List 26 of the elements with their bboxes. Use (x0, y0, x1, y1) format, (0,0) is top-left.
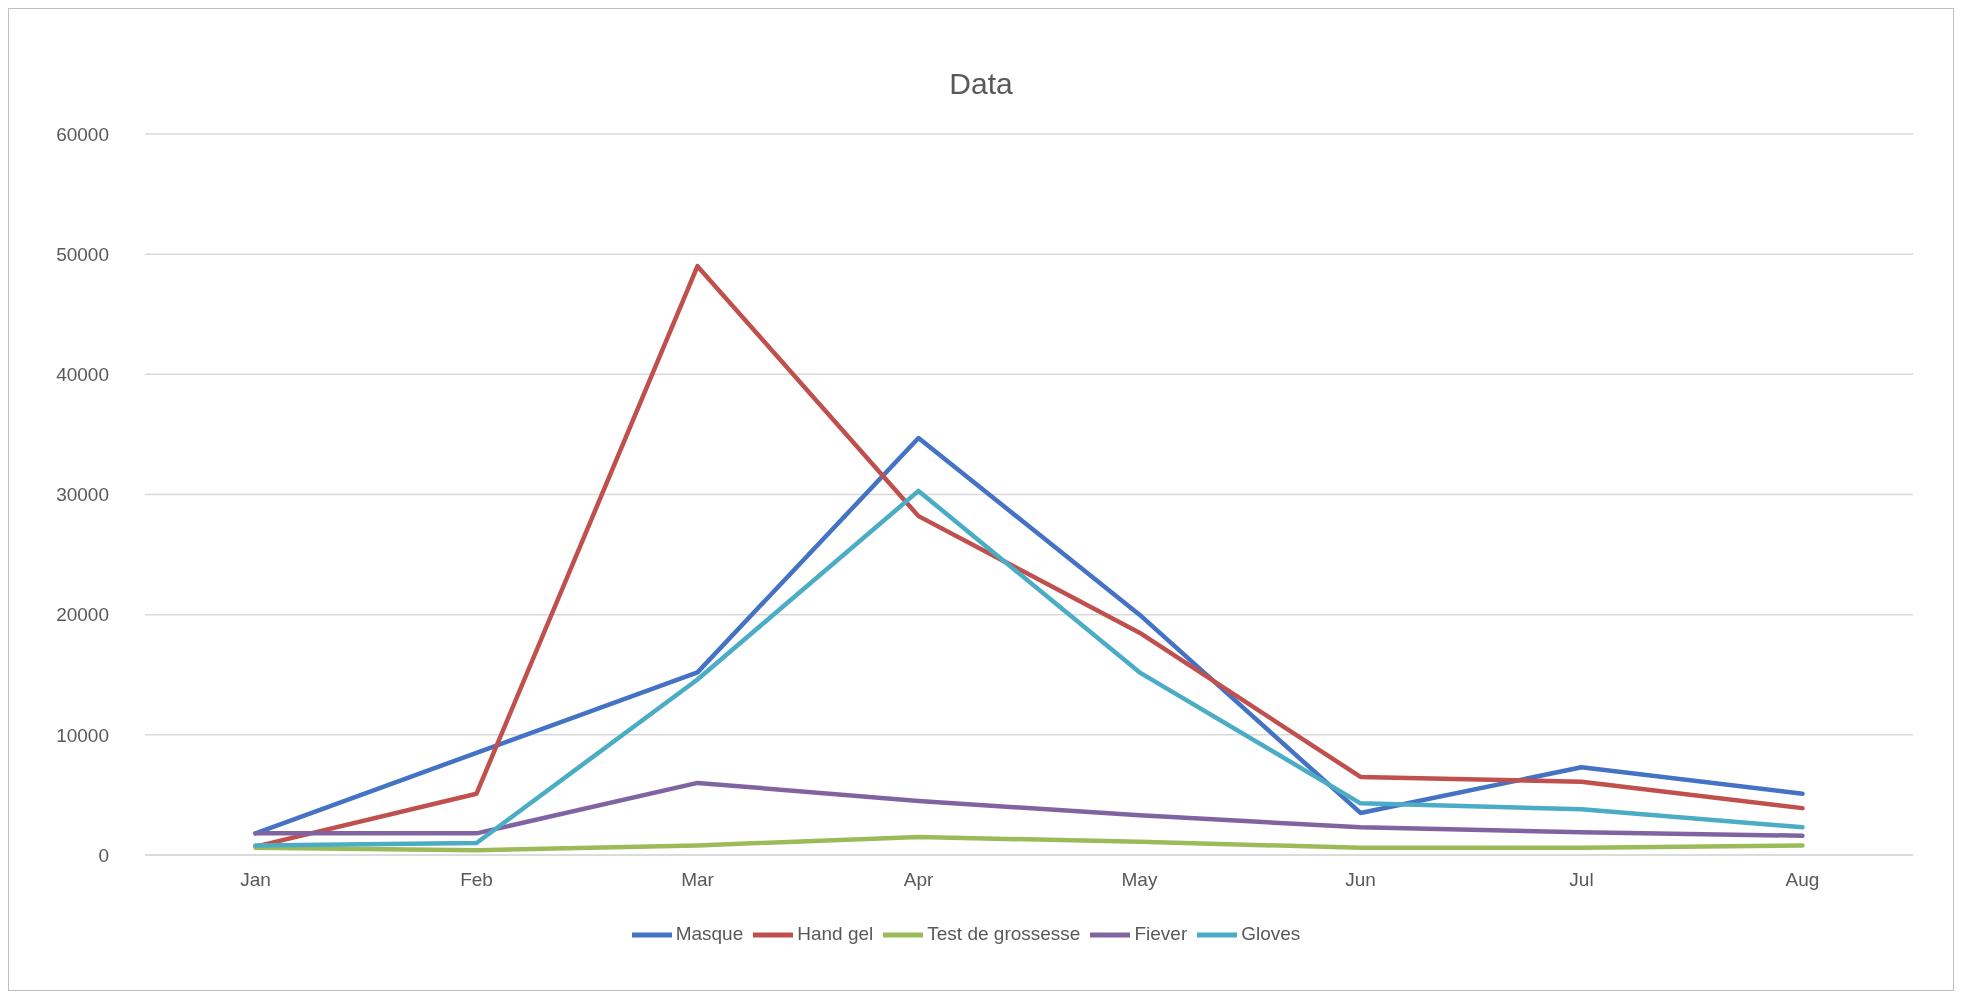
legend-label: Gloves (1241, 923, 1301, 945)
y-tick-label: 10000 (56, 724, 109, 746)
y-tick-label: 60000 (56, 123, 109, 145)
x-tick-label: Jul (1569, 869, 1594, 891)
y-tick-label: 50000 (56, 243, 109, 265)
legend-label: Masque (675, 923, 744, 945)
line-series (253, 834, 1805, 853)
y-tick-label: 0 (98, 844, 109, 866)
line-series (253, 780, 1805, 839)
legend-label: Fiever (1134, 923, 1188, 945)
chart-title: Data (948, 67, 1014, 101)
line-series (253, 263, 1805, 849)
line-series (253, 488, 1805, 848)
x-tick-label: Feb (460, 869, 493, 891)
y-tick-label: 30000 (56, 484, 109, 506)
y-tick-label: 20000 (56, 604, 109, 626)
y-tick-label: 40000 (56, 364, 109, 386)
line-series (253, 435, 1805, 836)
x-tick-label: Aug (1785, 869, 1820, 891)
x-tick-label: Mar (681, 869, 715, 891)
x-tick-label: Jan (240, 869, 271, 891)
x-tick-label: Apr (903, 869, 934, 891)
legend-label: Test de grossesse (927, 923, 1081, 945)
legend-label: Hand gel (797, 923, 874, 945)
x-tick-label: May (1121, 869, 1158, 891)
x-tick-label: Jun (1345, 869, 1376, 891)
